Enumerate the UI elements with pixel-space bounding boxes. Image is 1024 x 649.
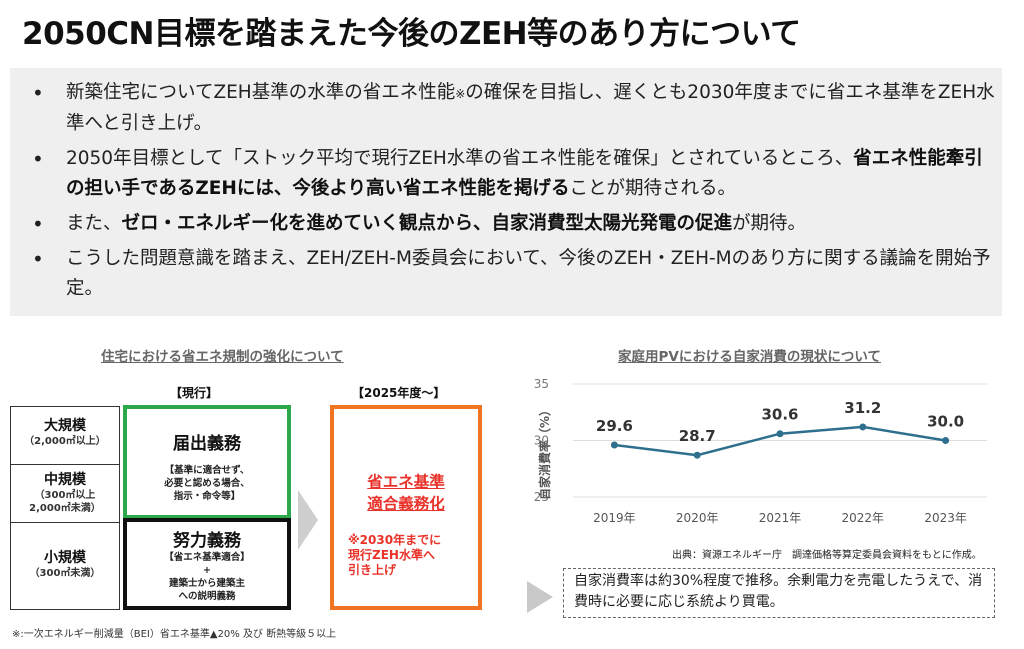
data-point — [859, 423, 867, 431]
size-name: 小規模 — [44, 550, 86, 566]
effort-note: 建築士から建築主 への説明義務 — [168, 578, 245, 602]
x-tick-label: 2019年 — [593, 511, 636, 525]
footnote-mark: ※ — [455, 87, 466, 101]
x-tick-label: 2021年 — [759, 511, 802, 525]
bullet-dot-icon: • — [32, 212, 44, 236]
data-label: 30.0 — [927, 413, 964, 431]
effort-sub: 【省エネ基準適合】 — [164, 552, 250, 563]
page-title: 2050CN目標を踏まえた今後のZEH等のあり方について — [22, 16, 801, 52]
right-arrow-icon — [527, 581, 553, 613]
data-labels: 29.6 28.7 30.6 31.2 30.0 — [596, 399, 964, 445]
right-arrow-icon — [298, 490, 318, 550]
size-row-medium: 中規模 （300㎡以上 2,000㎡未満） — [11, 465, 119, 523]
notification-title: 届出義務 — [173, 434, 241, 454]
data-point — [776, 430, 784, 438]
data-label: 29.6 — [596, 417, 633, 435]
current-label: 【現行】 — [170, 386, 219, 400]
x-tick-label: 2020年 — [676, 511, 719, 525]
bullet-text: ことが期待される。 — [569, 178, 736, 199]
y-tick-label: 30 — [534, 434, 549, 448]
bullet-text: が期待。 — [732, 213, 807, 234]
size-row-large: 大規模 （2,000㎡以上） — [11, 407, 119, 465]
y-tick-label: 25 — [534, 490, 549, 504]
building-size-table: 大規模 （2,000㎡以上） 中規模 （300㎡以上 2,000㎡未満） 小規模… — [10, 406, 120, 610]
self-consumption-chart: 25 30 35 自家消費率（%） 29.6 28.7 30.6 31.2 30.0 201… — [534, 377, 987, 525]
x-tick-label: 2023年 — [924, 511, 967, 525]
chart-grid — [573, 383, 987, 498]
bullet-item: • こうした問題意識を踏まえ、ZEH/ZEH-M委員会において、今後のZEH・Z… — [10, 244, 1000, 304]
size-range: （300㎡以上 2,000㎡未満） — [29, 490, 101, 514]
bullet-item: • 2050年目標として「ストック平均で現行ZEH水準の省エネ性能を確保」とされ… — [10, 144, 1000, 204]
summary-panel — [10, 68, 1002, 316]
data-point — [693, 451, 701, 459]
mandatory-note: ※2030年までに 現行ZEH水準へ 引き上げ — [348, 533, 442, 577]
bullet-bold-text: ゼロ・エネルギー化を進めていく観点から、自家消費型太陽光発電の促進 — [121, 213, 733, 234]
pv-heading: 家庭用PVにおける自家消費の現状について — [618, 349, 881, 365]
bullet-item: • 新築住宅についてZEH基準の水準の省エネ性能※の確保を目指し、遅くとも203… — [10, 78, 1000, 139]
bullet-list: • 新築住宅についてZEH基準の水準の省エネ性能※の確保を目指し、遅くとも203… — [10, 78, 1000, 309]
effort-duty-box: 努力義務 【省エネ基準適合】 + 建築士から建築主 への説明義務 — [123, 518, 291, 610]
data-label: 31.2 — [844, 399, 881, 417]
data-label: 28.7 — [679, 427, 716, 445]
conclusion-box: 自家消費率は約30%程度で推移。余剰電力を売電したうえで、消費時に必要に応じ系統… — [563, 568, 995, 618]
size-name: 中規模 — [44, 472, 86, 488]
size-row-small: 小規模 （300㎡未満） — [11, 523, 119, 609]
footnote: ※:一次エネルギー削減量（BEI）省エネ基準▲20% 及び 断熱等級５以上 — [12, 629, 337, 640]
bullet-text: 新築住宅についてZEH基準の水準の省エネ性能 — [66, 82, 456, 103]
bullet-dot-icon: • — [32, 147, 44, 171]
y-tick-labels: 25 30 35 — [534, 377, 549, 504]
data-points — [610, 423, 950, 459]
notification-duty-box: 届出義務 【基準に適合せず、 必要と認める場合、 指示・命令等】 — [123, 405, 291, 519]
mandatory-title: 省エネ基準 適合義務化 — [367, 473, 445, 513]
bullet-text: こうした問題意識を踏まえ、ZEH/ZEH-M委員会において、今後のZEH・ZEH… — [66, 248, 991, 299]
data-point — [610, 441, 618, 449]
x-tick-label: 2022年 — [842, 511, 885, 525]
bullet-dot-icon: • — [32, 247, 44, 271]
x-tick-labels: 2019年 2020年 2021年 2022年 2023年 — [593, 511, 967, 525]
y-axis-label: 自家消費率（%） — [537, 404, 552, 500]
source-note: 出典：資源エネルギー庁 調達価格等算定委員会資料をもとに作成。 — [672, 550, 982, 561]
mandatory-compliance-box: 省エネ基準 適合義務化 ※2030年までに 現行ZEH水準へ 引き上げ — [330, 405, 482, 610]
bullet-text: 2050年目標として「ストック平均で現行ZEH水準の省エネ性能を確保」とされてい… — [66, 148, 854, 169]
notification-note: 【基準に適合せず、 必要と認める場合、 指示・命令等】 — [164, 465, 250, 502]
y-tick-label: 35 — [534, 377, 549, 391]
bullet-dot-icon: • — [32, 81, 44, 105]
bullet-item: • また、ゼロ・エネルギー化を進めていく観点から、自家消費型太陽光発電の促進が期… — [10, 209, 1000, 239]
bullet-bold-text: 省エネ性能牽引の担い手であるZEHには、今後より高い省エネ性能を掲げる — [66, 148, 983, 199]
size-range: （300㎡未満） — [29, 568, 101, 579]
bullet-text: また、 — [66, 213, 122, 234]
data-point — [942, 437, 950, 444]
size-range: （2,000㎡以上） — [24, 436, 106, 447]
effort-title: 努力義務 — [173, 531, 241, 551]
plus-sign: + — [203, 565, 211, 576]
regulation-heading: 住宅における省エネ規制の強化について — [101, 349, 344, 365]
size-name: 大規模 — [44, 418, 86, 434]
bullet-text: の確保を目指し、遅くとも2030年度までに省エネ基準をZEH水準へと引き上げ。 — [66, 82, 995, 134]
future-label: 【2025年度～】 — [352, 386, 446, 400]
data-label: 30.6 — [761, 406, 798, 424]
